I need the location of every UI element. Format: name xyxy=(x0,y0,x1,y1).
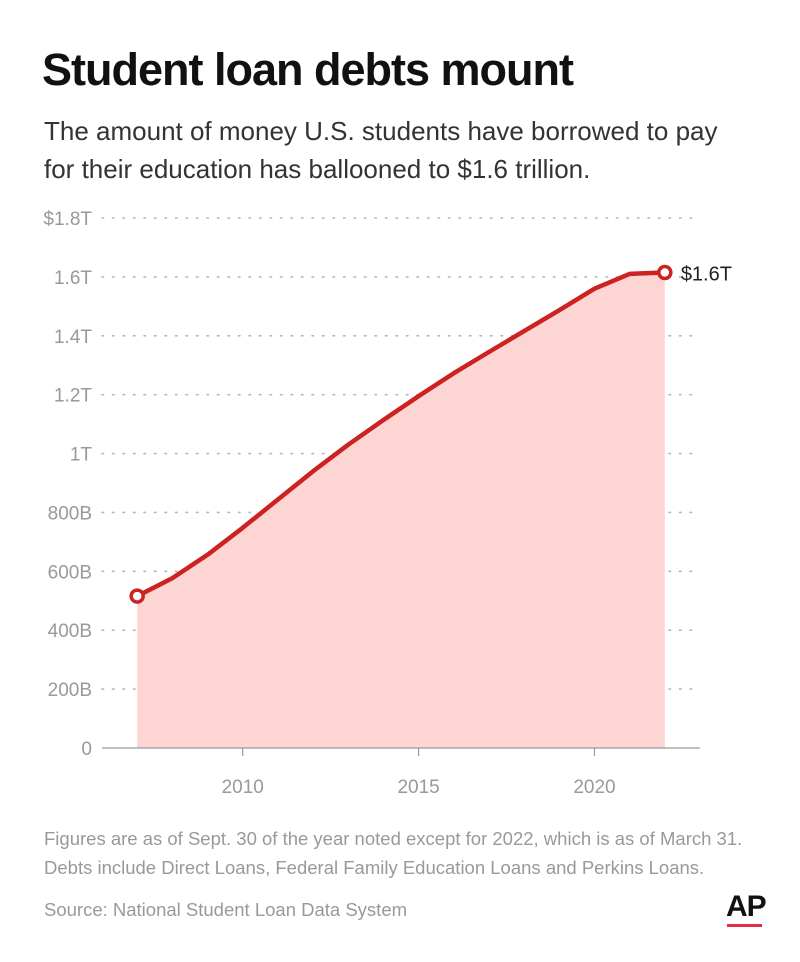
y-tick-label: 400B xyxy=(48,621,92,642)
ap-logo-underline xyxy=(727,924,762,927)
y-tick-label: 200B xyxy=(48,680,92,701)
footnote-1: Figures are as of Sept. 30 of the year n… xyxy=(44,828,743,849)
y-tick-label: $1.8T xyxy=(43,209,92,230)
y-tick-label: 0 xyxy=(81,739,92,760)
area-fill xyxy=(137,272,665,748)
chart-title: Student loan debts mount xyxy=(42,44,574,95)
source-note: Source: National Student Loan Data Syste… xyxy=(44,899,408,920)
x-tick-label: 2015 xyxy=(397,777,439,798)
y-tick-label: 1.2T xyxy=(54,386,92,407)
y-tick-label: 1T xyxy=(70,445,93,466)
area-chart: 0 200B 400B 600B 800B 1T 1.2T 1.4T 1.6T $1.8T 2010… xyxy=(43,209,732,798)
series-line xyxy=(134,270,668,599)
chart-subtitle: The amount of money U.S. students have b… xyxy=(44,116,718,184)
x-tick-label: 2020 xyxy=(573,777,615,798)
y-tick-label: 1.4T xyxy=(54,327,92,348)
end-value-label: $1.6T xyxy=(681,263,732,285)
y-tick-label: 800B xyxy=(48,503,92,524)
end-point-marker xyxy=(657,264,673,281)
y-tick-label: 1.6T xyxy=(54,268,92,289)
footnote-2: Debts include Direct Loans, Federal Fami… xyxy=(44,857,705,878)
start-point-marker xyxy=(129,588,145,604)
x-tick-label: 2010 xyxy=(222,777,264,798)
ap-logo: AP xyxy=(726,890,767,923)
y-tick-label: 600B xyxy=(48,562,92,583)
